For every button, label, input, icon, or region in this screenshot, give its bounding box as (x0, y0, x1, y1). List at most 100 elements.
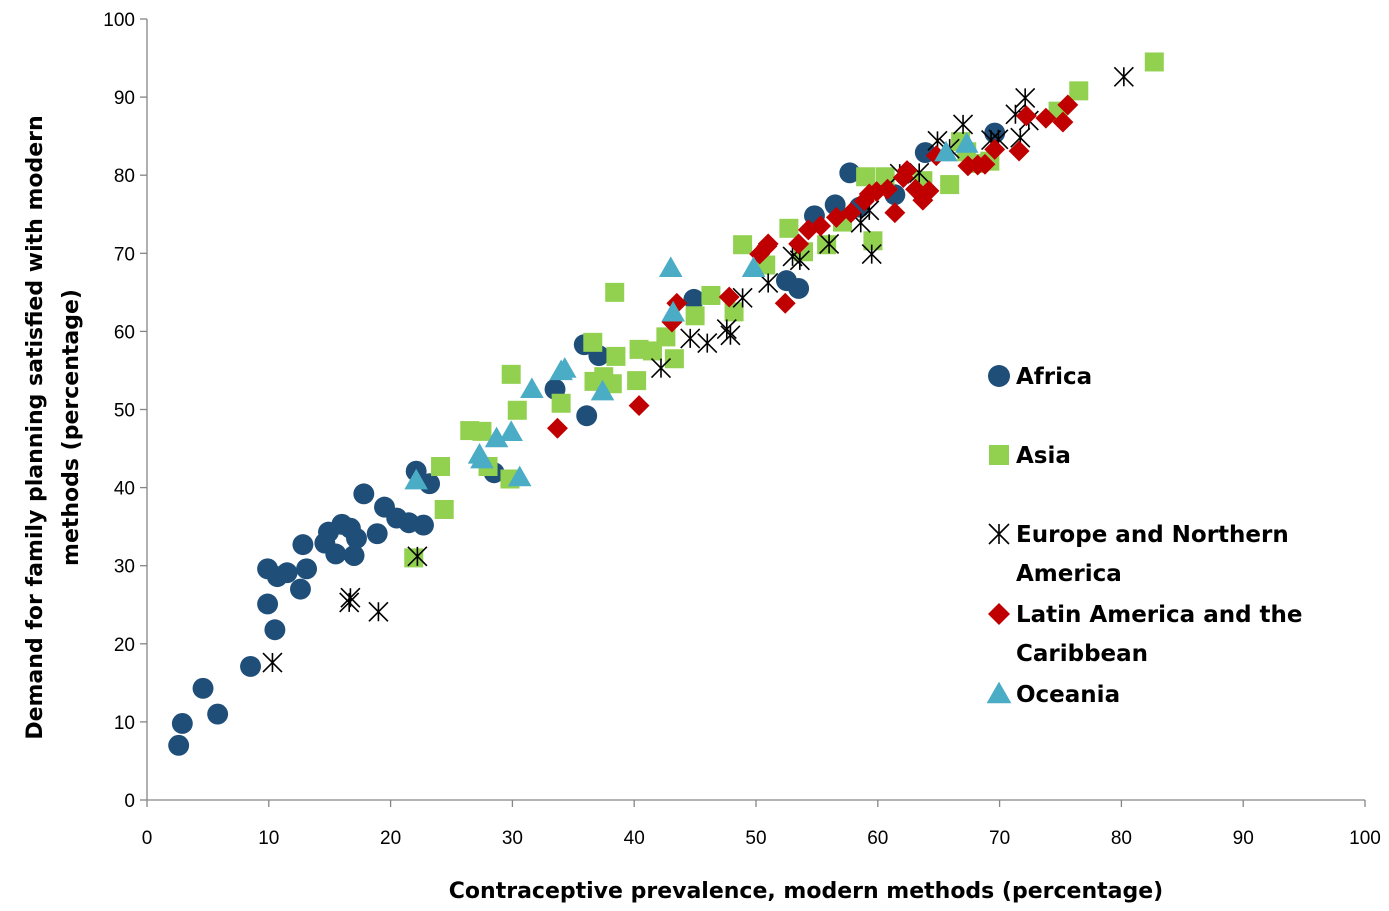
x-tick-label: 10 (258, 828, 279, 849)
data-point-africa (346, 527, 367, 549)
x-tick-label: 50 (745, 828, 766, 849)
data-point-latin-america-and-the-caribbean (1057, 94, 1079, 116)
data-point-africa (257, 593, 279, 615)
data-point-europe-and-northern-america (407, 546, 428, 567)
y-axis-title-line1: Demand for family planning satisfied wit… (23, 115, 48, 739)
data-point-africa (296, 558, 318, 580)
data-point-latin-america-and-the-caribbean (774, 292, 796, 314)
data-point-asia (863, 231, 883, 251)
data-point-latin-america-and-the-caribbean (925, 145, 947, 167)
data-point-europe-and-northern-america (819, 233, 840, 254)
data-point-oceania (590, 379, 615, 401)
y-tick-label: 10 (114, 713, 135, 734)
y-tick-label: 80 (114, 166, 135, 187)
data-point-europe-and-northern-america (720, 325, 741, 346)
data-point-latin-america-and-the-caribbean (896, 160, 918, 181)
data-point-latin-america-and-the-caribbean (825, 206, 847, 228)
data-point-oceania (507, 465, 532, 487)
legend-item-latin-america-and-the-caribbean: Latin America and the Caribbean (988, 602, 1303, 667)
data-point-asia (404, 548, 424, 568)
data-point-oceania (934, 140, 958, 162)
data-point-asia (664, 349, 684, 369)
data-point-europe-and-northern-america (262, 652, 283, 673)
data-point-asia (656, 327, 676, 347)
data-point-europe-and-northern-america (368, 601, 389, 622)
legend-item-oceania: Oceania (986, 681, 1120, 708)
data-point-africa (207, 703, 229, 725)
data-point-latin-america-and-the-caribbean (1035, 107, 1057, 129)
data-point-africa (683, 288, 705, 310)
data-point-europe-and-northern-america (680, 328, 701, 349)
data-point-africa (276, 562, 298, 584)
legend-marker-europe-and-northern-america (988, 523, 1010, 545)
data-point-latin-america-and-the-caribbean (547, 417, 568, 439)
data-point-europe-and-northern-america (1015, 87, 1036, 108)
data-point-africa (413, 514, 434, 536)
data-point-oceania (552, 357, 577, 378)
data-point-latin-america-and-the-caribbean (810, 215, 832, 237)
data-point-oceania (741, 256, 766, 277)
data-point-oceania (499, 420, 523, 441)
data-point-africa (171, 713, 193, 734)
data-point-latin-america-and-the-caribbean (877, 178, 898, 200)
data-point-europe-and-northern-america (697, 333, 718, 354)
legend-marker-africa (988, 365, 1010, 387)
data-point-asia (701, 285, 721, 305)
data-point-europe-and-northern-america (732, 287, 753, 308)
data-point-africa (290, 578, 311, 600)
data-point-africa (292, 534, 314, 556)
data-point-oceania (954, 132, 979, 153)
data-point-africa (824, 194, 846, 216)
data-point-latin-america-and-the-caribbean (749, 243, 771, 265)
legend: Africa Asia Europe and Northern America Lati… (986, 364, 1303, 708)
y-axis-title-line2: methods (percentage) (59, 289, 84, 566)
data-point-latin-america-and-the-caribbean (1008, 140, 1030, 162)
legend-label-europe-and-northern-america: Europe and Northern America (1016, 522, 1289, 587)
data-point-latin-america-and-the-caribbean (628, 395, 650, 417)
x-tick-label: 60 (867, 828, 888, 849)
data-point-asia (583, 332, 603, 352)
y-tick-label: 50 (114, 401, 135, 422)
legend-marker-asia (989, 445, 1009, 465)
data-point-africa (192, 677, 214, 699)
data-point-latin-america-and-the-caribbean (853, 190, 875, 212)
data-point-europe-and-northern-america (952, 114, 974, 135)
data-point-latin-america-and-the-caribbean (974, 153, 996, 175)
legend-item-europe-and-northern-america: Europe and Northern America (988, 522, 1289, 587)
data-point-africa (839, 162, 861, 184)
y-tick-label: 100 (103, 10, 135, 31)
data-point-asia (434, 499, 454, 519)
data-point-asia (507, 400, 527, 420)
data-point-oceania (658, 256, 683, 277)
x-tick-label: 40 (624, 828, 645, 849)
data-point-latin-america-and-the-caribbean (1052, 111, 1074, 133)
legend-label-asia: Asia (1016, 443, 1071, 469)
data-point-oceania (484, 426, 509, 448)
data-point-asia (940, 175, 960, 195)
x-tick-label: 20 (380, 828, 401, 849)
data-point-asia (779, 218, 799, 238)
data-point-latin-america-and-the-caribbean (984, 138, 1006, 160)
data-point-africa (325, 543, 347, 565)
data-point-africa (788, 277, 810, 299)
series-europe-and-northern-america (262, 66, 1134, 673)
x-tick-label: 70 (989, 828, 1010, 849)
data-point-latin-america-and-the-caribbean (892, 167, 914, 188)
y-tick-label: 70 (114, 244, 135, 265)
data-point-latin-america-and-the-caribbean (788, 233, 810, 255)
data-point-asia (1144, 52, 1164, 72)
x-axis-title: Contraceptive prevalence, modern methods… (449, 879, 1163, 904)
data-point-europe-and-northern-america (340, 587, 361, 608)
data-point-latin-america-and-the-caribbean (918, 180, 940, 202)
plot-points (168, 52, 1164, 756)
y-tick-label: 20 (114, 635, 135, 656)
series-latin-america-and-the-caribbean (547, 94, 1079, 439)
data-point-africa (168, 734, 190, 756)
axes: 0 10 20 30 40 50 60 70 80 90 100 0 10 20 30 40 50 60 70 80 9… (103, 10, 1381, 849)
data-point-asia (733, 235, 753, 255)
data-point-oceania (404, 468, 428, 490)
data-point-europe-and-northern-america (1113, 66, 1134, 87)
x-tick-label: 30 (502, 828, 523, 849)
y-axis-title: Demand for family planning satisfied wit… (23, 115, 84, 739)
